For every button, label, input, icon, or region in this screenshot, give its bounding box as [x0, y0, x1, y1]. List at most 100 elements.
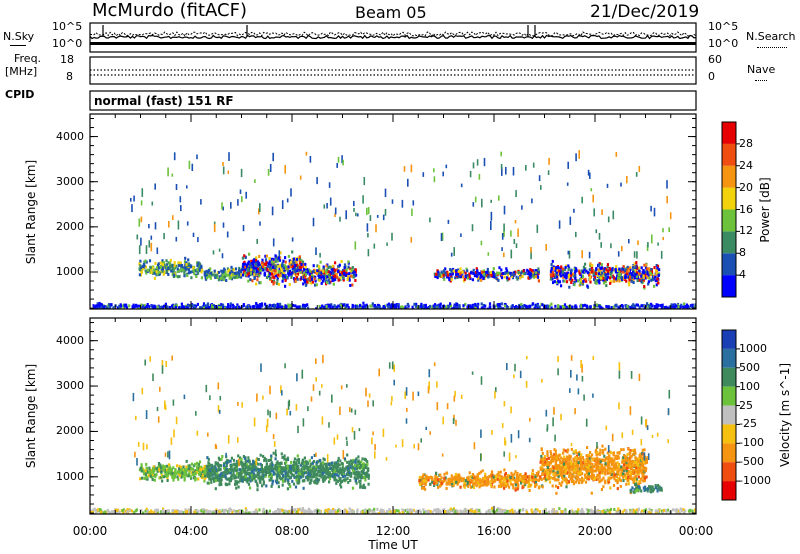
echo-cell [534, 481, 537, 484]
echo-cell [178, 268, 181, 272]
echo-cell [144, 469, 147, 473]
echo-cell [493, 485, 496, 489]
echo-cell [677, 305, 680, 309]
echo-cell [624, 274, 627, 278]
echo-cell [570, 279, 573, 283]
echo-cell [173, 304, 176, 308]
echo-cell [612, 210, 615, 220]
echo-cell [590, 266, 593, 270]
echo-cell [490, 221, 492, 230]
echo-cell [636, 251, 638, 259]
echo-cell [180, 302, 183, 306]
echo-cell [574, 270, 577, 274]
echo-cell [498, 304, 501, 308]
echo-cell [359, 304, 362, 307]
echo-cell [411, 305, 414, 309]
echo-cell [437, 270, 440, 274]
echo-cell [276, 473, 279, 477]
echo-cell [640, 304, 643, 308]
echo-cell [171, 173, 174, 177]
echo-cell [552, 274, 555, 278]
echo-cell [235, 486, 238, 490]
echo-cell [192, 269, 195, 273]
echo-cell [630, 465, 633, 469]
echo-cell [377, 304, 380, 308]
echo-cell [318, 267, 321, 271]
echo-cell [273, 267, 276, 271]
echo-cell [286, 269, 289, 273]
echo-cell [190, 466, 193, 470]
echo-cell [611, 270, 614, 274]
echo-cell [119, 306, 122, 309]
echo-cell [516, 471, 519, 475]
echo-cell [310, 281, 313, 285]
echo-cell [316, 269, 319, 273]
echo-cell [212, 476, 215, 480]
echo-cell [320, 464, 323, 468]
echo-cell [593, 208, 595, 217]
echo-cell [279, 477, 282, 481]
echo-cell [215, 475, 218, 479]
echo-cell [534, 475, 537, 479]
echo-cell [143, 264, 146, 268]
echo-cell [295, 478, 298, 482]
echo-cell [648, 268, 651, 272]
echo-cell [461, 477, 464, 481]
echo-cell [482, 304, 485, 307]
echo-cell [311, 475, 314, 479]
echo-cell [185, 261, 188, 265]
echo-cell [348, 463, 351, 467]
echo-cell [241, 461, 244, 465]
echo-cell [292, 460, 296, 464]
echo-cell [145, 475, 148, 479]
echo-cell [239, 189, 242, 194]
echo-cell [588, 305, 591, 309]
echo-cell [332, 276, 335, 280]
echo-cell [471, 306, 474, 309]
echo-cell [198, 268, 201, 272]
echo-cell [489, 483, 492, 487]
cpid-value: normal (fast) 151 RF [94, 94, 234, 108]
echo-cell [322, 267, 325, 271]
echo-cell [324, 469, 327, 473]
echo-cell [653, 266, 656, 270]
echo-cell [525, 165, 527, 171]
echo-cell [228, 152, 230, 161]
echo-cell [342, 271, 346, 275]
echo-cell [168, 267, 171, 271]
echo-cell [145, 260, 148, 264]
echo-cell [258, 254, 261, 258]
echo-cell [297, 266, 300, 270]
echo-cell [176, 267, 179, 271]
echo-cell [166, 305, 169, 309]
freq-tick-top: 18 [60, 53, 74, 66]
echo-cell [313, 277, 316, 281]
echo-cell [350, 471, 353, 475]
echo-cell [589, 465, 592, 469]
echo-cell [207, 472, 210, 476]
echo-cell [288, 476, 291, 479]
echo-cell [659, 304, 662, 308]
echo-cell [631, 306, 634, 309]
echo-cell [535, 478, 538, 481]
echo-cell [396, 303, 399, 307]
echo-cell [471, 484, 474, 488]
echo-cell [257, 473, 260, 477]
echo-cell [466, 269, 469, 273]
echo-cell [577, 279, 580, 283]
echo-cell [284, 479, 287, 483]
echo-cell [459, 275, 462, 278]
echo-cell [458, 270, 461, 273]
echo-cell [153, 276, 156, 280]
echo-cell [248, 476, 251, 479]
echo-cell [223, 474, 226, 478]
echo-cell [546, 454, 549, 458]
echo-cell [284, 275, 287, 279]
echo-cell [512, 486, 515, 490]
echo-cell [620, 267, 624, 271]
echo-cell [565, 280, 569, 284]
echo-cell [333, 461, 336, 465]
echo-cell [160, 305, 163, 309]
echo-cell [210, 480, 213, 484]
echo-cell [581, 250, 583, 259]
